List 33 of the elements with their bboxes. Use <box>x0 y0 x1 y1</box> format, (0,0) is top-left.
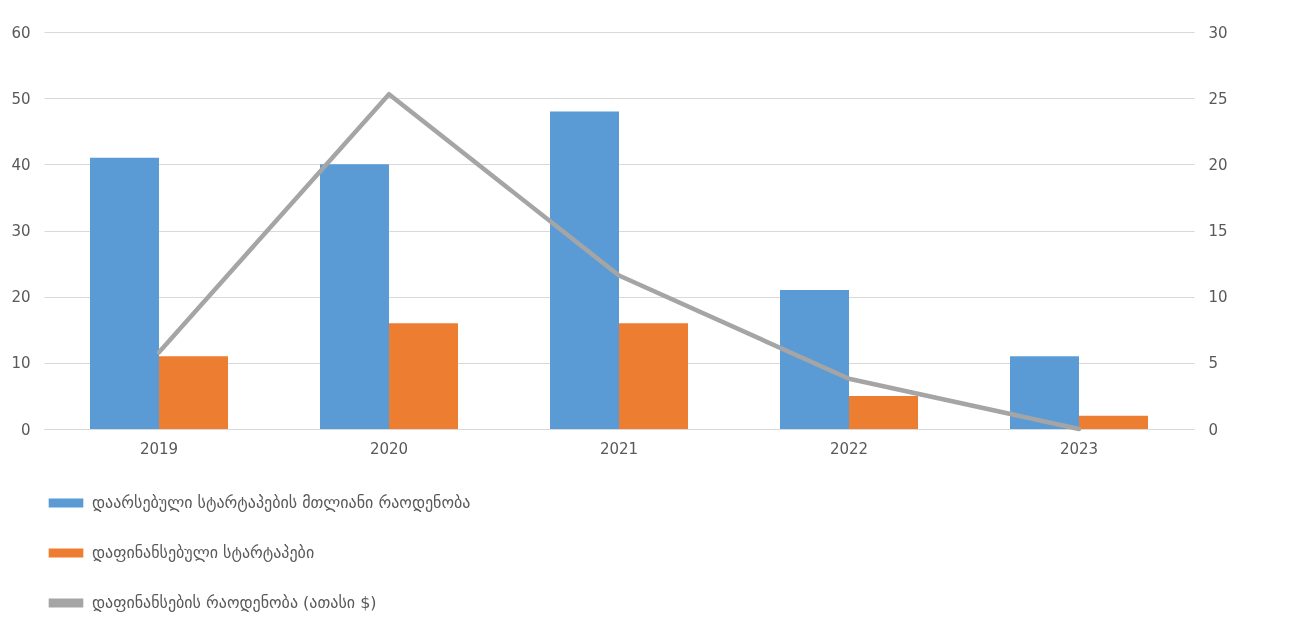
legend-label: დაფინანსებული სტარტაპები <box>92 543 315 562</box>
y-tick-label: 40 <box>11 155 31 174</box>
bar <box>389 323 458 429</box>
y2-tick-label: 10 <box>1208 288 1228 307</box>
bar <box>619 323 688 429</box>
legend-label: დაარსებული სტარტაპების მთლიანი რაოდენობა <box>92 493 471 512</box>
bar <box>550 111 619 429</box>
bar <box>159 356 228 429</box>
y-tick-label: 20 <box>11 288 31 307</box>
y-tick-label: 60 <box>11 23 31 42</box>
bar <box>1079 415 1148 429</box>
y-tick-label: 50 <box>11 89 31 108</box>
bar <box>1010 356 1079 429</box>
y2-tick-label: 30 <box>1208 23 1228 42</box>
y-tick-label: 0 <box>20 420 31 439</box>
bar <box>320 164 389 429</box>
line-series <box>156 91 1082 432</box>
y2-tick-label: 0 <box>1208 420 1219 439</box>
bar <box>780 290 849 429</box>
y-tick-label: 10 <box>11 354 31 373</box>
y2-tick-label: 25 <box>1208 89 1228 108</box>
bar <box>849 395 918 429</box>
x-tick-label: 2020 <box>369 439 409 458</box>
legend-label: დაფინანსების რაოდენობა (ათასი $) <box>92 593 377 612</box>
y2-tick-label: 20 <box>1208 155 1228 174</box>
x-tick-label: 2022 <box>829 439 869 458</box>
x-tick-label: 2021 <box>599 439 639 458</box>
y2-tick-label: 5 <box>1208 354 1219 373</box>
x-tick-label: 2023 <box>1059 439 1099 458</box>
x-tick-label: 2019 <box>139 439 179 458</box>
y2-tick-label: 15 <box>1208 222 1228 240</box>
y-tick-label: 30 <box>11 222 31 240</box>
bar <box>90 157 159 429</box>
